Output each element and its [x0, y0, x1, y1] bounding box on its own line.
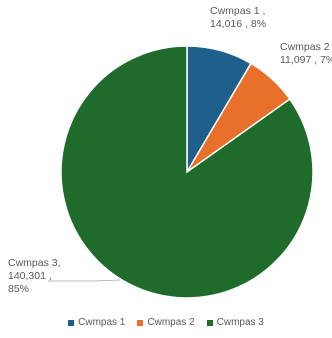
legend-swatch: [137, 319, 144, 326]
leader-line-cwmpas-3: [48, 279, 121, 282]
slice-labels: Cwmpas 1 , 14,016 , 8% Cwmpas 2 , 11,097 , …: [8, 5, 332, 295]
legend-label: Cwmpas 2: [147, 317, 195, 328]
legend-label: Cwmpas 1: [78, 317, 126, 328]
legend-item-cwmpas-3: Cwmpas 3: [206, 317, 264, 328]
slice-label-cwmpas-1: Cwmpas 1 , 14,016 , 8%: [210, 5, 266, 30]
legend-item-cwmpas-1: Cwmpas 1: [68, 317, 125, 328]
slice-label-cwmpas-3: Cwmpas 3, 140,301 , 85%: [8, 257, 61, 295]
chart-legend: Cwmpas 1 Cwmpas 2 Cwmpas 3: [0, 317, 332, 328]
slice-label-cwmpas-2: Cwmpas 2 , 11,097 , 7%: [280, 41, 332, 66]
legend-label: Cwmpas 3: [216, 317, 264, 328]
legend-swatch: [68, 319, 75, 326]
pie-slices: [60, 45, 314, 299]
legend-item-cwmpas-2: Cwmpas 2: [137, 317, 195, 328]
legend-swatch: [206, 319, 213, 326]
pie-slice-cwmpas-3: [60, 45, 314, 299]
leader-lines: [48, 279, 121, 282]
